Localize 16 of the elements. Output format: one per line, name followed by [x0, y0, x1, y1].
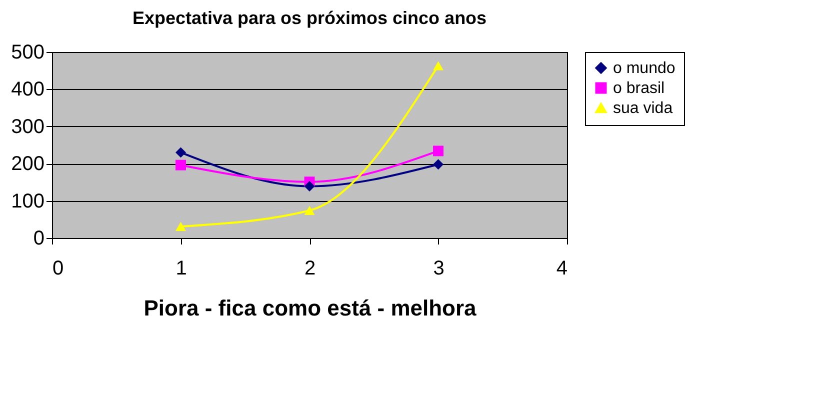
x-tick-label: 1 — [176, 258, 187, 280]
x-tick-label: 0 — [52, 258, 64, 280]
x-axis-title: Piora - fica como está - melhora — [144, 296, 478, 320]
y-tick-label: 500 — [11, 42, 44, 64]
x-tick-label: 2 — [304, 258, 316, 280]
y-tick-label: 300 — [11, 116, 44, 138]
x-tick-label: 4 — [556, 258, 568, 280]
chart-title: Expectativa para os próximos cinco anos — [132, 8, 487, 28]
legend-label: sua vida — [613, 100, 673, 117]
legend-label: o brasil — [613, 80, 665, 97]
x-tick-label: 3 — [433, 258, 444, 280]
y-tick-label: 100 — [11, 190, 44, 212]
y-tick-label: 200 — [11, 153, 44, 176]
y-tick-label: 0 — [33, 228, 44, 250]
legend-label: o mundo — [613, 60, 676, 77]
y-tick-label: 400 — [11, 78, 44, 101]
